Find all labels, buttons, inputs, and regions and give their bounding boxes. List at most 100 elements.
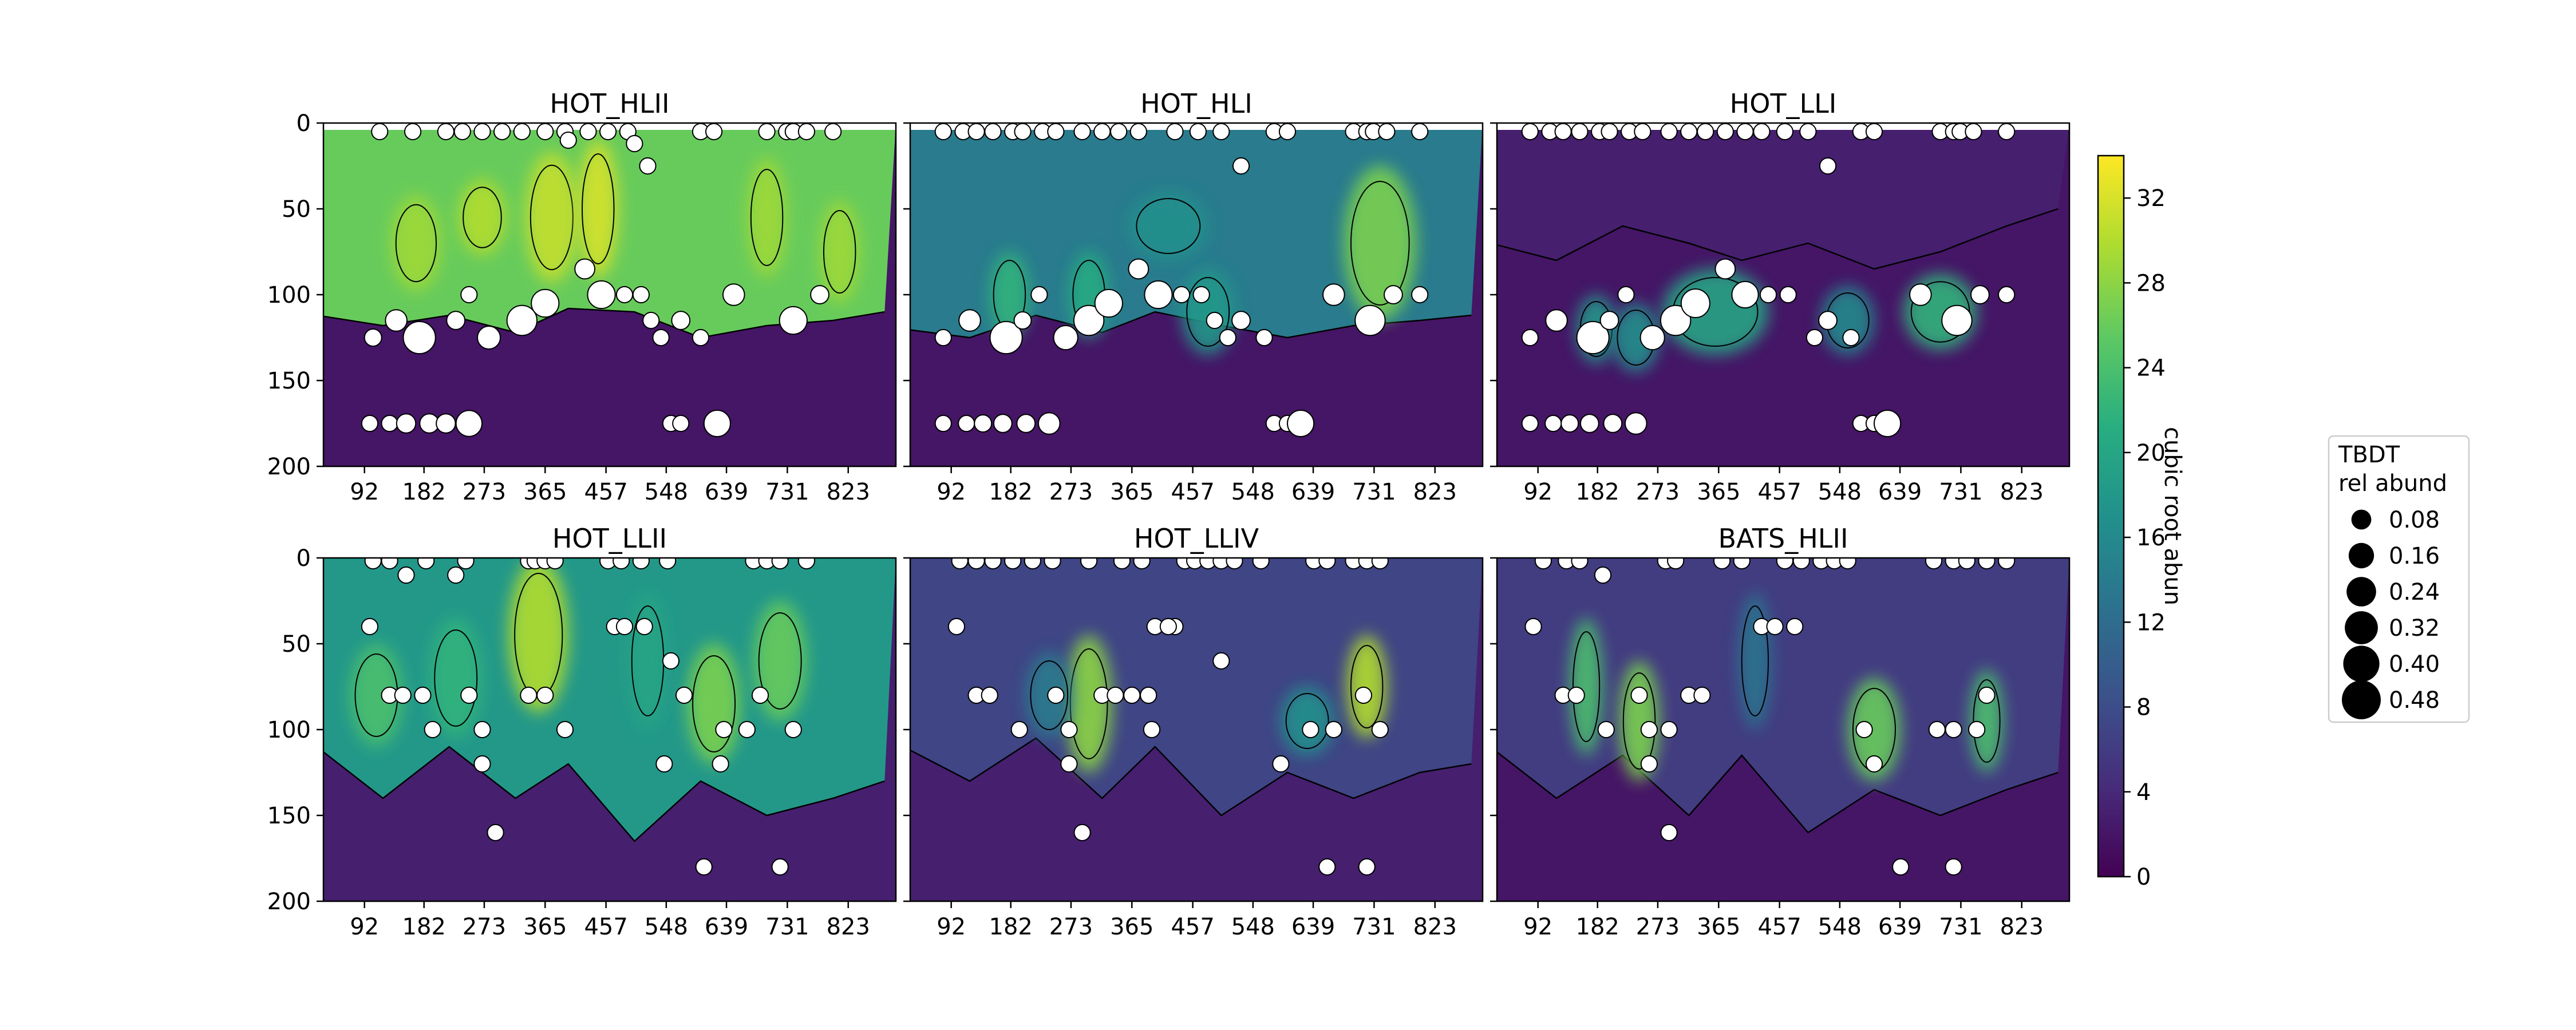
data-point	[424, 720, 441, 739]
data-point	[1680, 288, 1710, 318]
upper-layer	[910, 558, 1483, 815]
x-tick-label: 92	[1523, 914, 1552, 940]
data-point	[381, 558, 398, 570]
data-point	[715, 720, 733, 739]
data-point	[381, 414, 398, 433]
y-tick-label: 100	[267, 282, 311, 308]
data-point	[810, 285, 829, 304]
data-point	[1978, 558, 1996, 570]
panel-title: HOT_HLI	[1140, 88, 1253, 119]
data-point	[546, 558, 564, 570]
legend-label: 0.48	[2389, 687, 2440, 714]
data-point	[1714, 258, 1736, 280]
data-point	[738, 720, 756, 739]
contour-field	[323, 558, 896, 901]
x-tick-label: 548	[645, 479, 688, 505]
y-tick-label: 200	[267, 454, 311, 480]
data-point	[989, 320, 1023, 355]
data-point	[1219, 328, 1237, 347]
data-point	[1660, 720, 1678, 739]
data-point	[1909, 283, 1932, 306]
colorbar-tick-label: 8	[2136, 695, 2151, 721]
data-point	[1634, 123, 1652, 141]
x-tick-label: 365	[1110, 479, 1153, 505]
data-point	[1617, 286, 1635, 304]
data-point	[712, 755, 729, 773]
data-point	[722, 283, 745, 306]
data-point	[1842, 328, 1860, 347]
x-tick-label: 731	[1352, 479, 1396, 505]
data-point	[1047, 123, 1065, 141]
data-point	[1044, 558, 1061, 570]
data-point	[1272, 755, 1290, 773]
data-point	[1736, 123, 1754, 141]
contour-line	[1497, 751, 2059, 834]
data-point	[396, 413, 417, 434]
data-point	[1524, 617, 1542, 636]
contour-line	[582, 153, 615, 264]
data-point	[1232, 157, 1250, 175]
data-point	[662, 652, 680, 670]
data-point	[695, 858, 713, 876]
data-point	[635, 617, 653, 636]
data-point	[771, 858, 789, 876]
data-point	[1212, 123, 1230, 141]
data-point	[1968, 720, 1986, 739]
data-point	[1371, 558, 1389, 570]
colorbar-tick-label: 24	[2136, 355, 2166, 382]
panel-hot-llii: HOT_LLII 92 182 273 365 457 548 639 731 823 0 50 100…	[267, 523, 897, 940]
data-point	[1371, 720, 1389, 739]
data-point	[1318, 558, 1336, 570]
data-point	[1080, 558, 1098, 570]
data-point	[1378, 123, 1396, 141]
legend-marker	[2346, 577, 2376, 607]
data-point	[1172, 286, 1191, 304]
data-point	[1252, 558, 1270, 570]
data-point	[559, 131, 577, 149]
data-point	[958, 414, 975, 433]
data-point	[1060, 755, 1078, 773]
x-tick-label: 365	[523, 914, 567, 940]
data-point	[1053, 324, 1078, 351]
x-tick-label: 92	[350, 914, 379, 940]
data-point	[797, 123, 816, 141]
x-tick-label: 639	[1291, 479, 1335, 505]
data-point	[536, 686, 554, 704]
data-point	[1865, 123, 1883, 141]
data-point	[1521, 328, 1539, 347]
x-tick-label: 731	[1939, 914, 1982, 940]
x-tick-label: 365	[1697, 479, 1740, 505]
x-tick-label: 823	[2000, 914, 2044, 940]
data-point	[364, 558, 382, 570]
data-point	[655, 755, 673, 773]
data-point	[1128, 258, 1149, 280]
data-point	[642, 311, 660, 330]
data-point	[984, 558, 1002, 570]
data-point	[414, 686, 432, 704]
data-point	[652, 328, 670, 347]
y-tick-label: 0	[297, 545, 311, 572]
data-point	[751, 686, 769, 704]
data-point	[1143, 720, 1161, 739]
x-tick-label: 92	[937, 914, 966, 940]
data-point	[587, 280, 616, 310]
data-point	[455, 410, 483, 437]
contour-line	[1186, 277, 1230, 347]
x-tick-label: 182	[402, 914, 446, 940]
data-point	[671, 311, 691, 330]
contour-line	[1136, 198, 1201, 254]
data-point	[958, 309, 981, 332]
x-tick-label: 731	[765, 914, 809, 940]
data-point	[1799, 123, 1817, 141]
x-tick-label: 548	[1818, 914, 1862, 940]
data-point	[1354, 686, 1373, 704]
legend-title: TBDT	[2338, 442, 2400, 468]
y-tick-label: 200	[267, 889, 311, 915]
colorbar-tick-label: 4	[2136, 779, 2151, 806]
data-point	[1998, 558, 2016, 570]
data-point	[1010, 720, 1028, 739]
data-point	[1278, 123, 1297, 141]
data-point	[531, 288, 560, 318]
data-point	[473, 123, 491, 141]
